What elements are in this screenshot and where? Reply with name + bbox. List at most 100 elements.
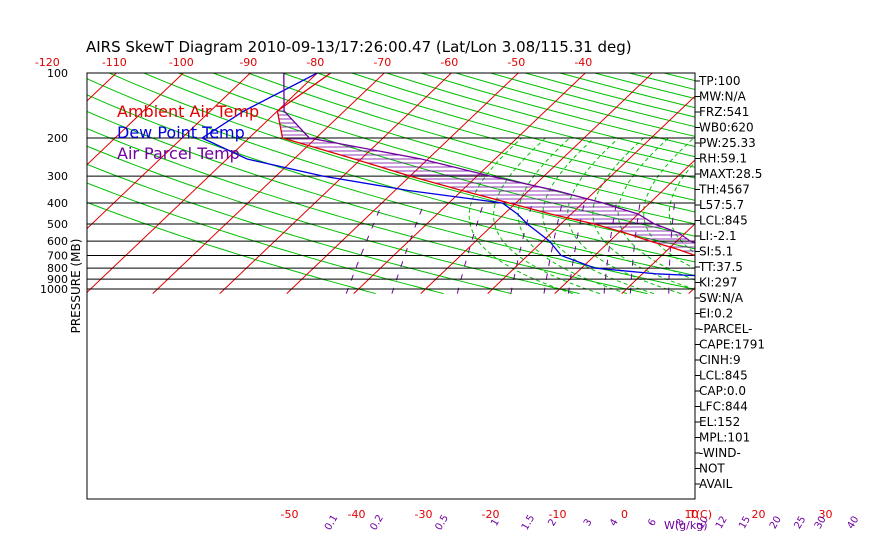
top-temp-tick-label: -80 — [306, 56, 324, 69]
index-label: EI:0.2 — [699, 307, 733, 321]
index-label: CINH:9 — [699, 353, 741, 367]
mixing-ratio-unit-label: W(g/kg) — [664, 519, 708, 532]
index-label: L57:5.7 — [699, 198, 744, 212]
isotherm-line — [420, 73, 653, 294]
moist-adiabat-line — [542, 137, 655, 295]
mixing-ratio-label: 25 — [792, 514, 808, 531]
dry-adiabat-line — [490, 73, 695, 128]
index-label: FRZ:541 — [699, 105, 749, 119]
index-label: MAXT:28.5 — [699, 167, 762, 181]
mixing-ratio-label: 1 — [489, 517, 502, 528]
mixing-ratio-label: 0.5 — [433, 513, 450, 532]
mixing-ratio-label: 3 — [582, 517, 595, 528]
dry-adiabat-line — [143, 73, 695, 237]
pressure-tick-label: 600 — [47, 235, 68, 248]
mixing-ratio-line — [854, 203, 870, 294]
index-label: SW:N/A — [699, 291, 744, 305]
dry-adiabat-line — [109, 73, 695, 250]
isotherm-line — [152, 73, 385, 294]
pressure-tick-label: 300 — [47, 170, 68, 183]
mixing-ratio-line — [456, 202, 485, 294]
dry-adiabat-line — [87, 110, 695, 290]
index-label: TT:37.5 — [698, 260, 743, 274]
dry-adiabat-line — [838, 73, 870, 294]
index-label: PW:25.33 — [699, 136, 756, 150]
ambient-air-temp-line — [276, 73, 695, 257]
bottom-temp-tick-label: 20 — [752, 508, 766, 521]
index-label: SI:5.1 — [699, 245, 733, 259]
moist-adiabat-line — [668, 161, 695, 254]
moist-adiabat-line — [774, 138, 870, 294]
mixing-ratio-line — [391, 202, 425, 294]
index-label: RH:59.1 — [699, 152, 747, 166]
mixing-ratio-line — [567, 202, 585, 294]
top-temp-tick-label: -90 — [239, 56, 257, 69]
isotherm-line — [621, 223, 695, 294]
pressure-tick-label: 1000 — [40, 283, 68, 296]
dry-adiabat-line — [178, 73, 695, 225]
mixing-ratio-label: 2 — [546, 517, 559, 528]
moist-adiabat-line — [468, 137, 573, 295]
legend-air-parcel-temp: Air Parcel Temp — [117, 144, 240, 163]
pressure-tick-label: 700 — [47, 250, 68, 263]
top-temp-tick-label: -40 — [574, 56, 592, 69]
dry-adiabat-line — [803, 73, 870, 294]
top-temp-tick-label: -60 — [440, 56, 458, 69]
isotherm-line — [554, 159, 695, 294]
legend-ambient-air-temp: Ambient Air Temp — [117, 102, 259, 121]
moist-adiabat-line — [747, 138, 869, 294]
mixing-ratio-line — [785, 203, 793, 294]
pressure-tick-label: 900 — [47, 273, 68, 286]
pressure-tick-label: 200 — [47, 132, 68, 145]
index-label: LCL:845 — [699, 214, 748, 228]
index-label: CAPE:1791 — [699, 338, 765, 352]
mixing-ratio-line — [758, 203, 762, 294]
mixing-ratio-label: 12 — [714, 514, 730, 531]
moist-adiabat-line — [493, 137, 601, 295]
moist-adiabat-line — [643, 137, 695, 270]
mixing-ratio-label: 20 — [768, 514, 784, 531]
top-temp-tick-label: -100 — [169, 56, 194, 69]
mixing-ratio-label: 0.1 — [323, 513, 340, 532]
dry-adiabat-line — [87, 163, 512, 295]
bottom-temp-tick-label: 0 — [621, 508, 628, 521]
mixing-ratio-label: 1.5 — [520, 513, 537, 532]
dry-adiabat-line — [213, 73, 695, 213]
chart-title: AIRS SkewT Diagram 2010-09-13/17:26:00.4… — [86, 38, 632, 56]
index-label: LCL:845 — [699, 369, 748, 383]
isotherm-line — [219, 73, 452, 294]
bottom-temp-tick-label: -40 — [348, 508, 366, 521]
bottom-temp-tick-label: -10 — [549, 508, 567, 521]
bottom-temp-tick-label: -50 — [281, 508, 299, 521]
mixing-ratio-label: 8 — [674, 517, 687, 528]
pressure-tick-label: 500 — [47, 218, 68, 231]
bottom-temp-tick-label: -30 — [415, 508, 433, 521]
index-label: AVAIL — [699, 477, 733, 491]
index-label: -WIND- — [699, 446, 741, 460]
index-label: EL:152 — [699, 415, 740, 429]
index-label: MPL:101 — [699, 431, 750, 445]
mixing-ratio-label: 4 — [608, 517, 621, 528]
y-axis-label: PRESSURE (MB) — [69, 239, 83, 334]
mixing-ratio-label: 40 — [845, 514, 861, 531]
pressure-tick-label: 800 — [47, 262, 68, 275]
dry-adiabat-line — [247, 73, 695, 201]
mixing-ratio-label: 6 — [646, 517, 659, 528]
air-parcel-temp-line — [283, 73, 695, 244]
mixing-ratio-line — [345, 202, 383, 294]
isotherm-line — [87, 73, 184, 166]
index-label: NOT — [699, 462, 725, 476]
index-label: TH:4567 — [698, 183, 750, 197]
mixing-ratio-line — [807, 203, 817, 294]
mixing-ratio-line — [825, 203, 838, 294]
index-label: -PARCEL- — [699, 322, 753, 336]
dry-adiabat-line — [351, 73, 695, 168]
isotherm-line — [0, 73, 49, 294]
index-label: KI:297 — [699, 276, 737, 290]
isotherm-line — [756, 73, 870, 294]
moist-adiabat-line — [517, 137, 628, 295]
dry-adiabat-line — [733, 73, 870, 294]
dry-adiabat-line — [87, 201, 376, 295]
x-axis-unit-label: T(C) — [688, 508, 712, 521]
